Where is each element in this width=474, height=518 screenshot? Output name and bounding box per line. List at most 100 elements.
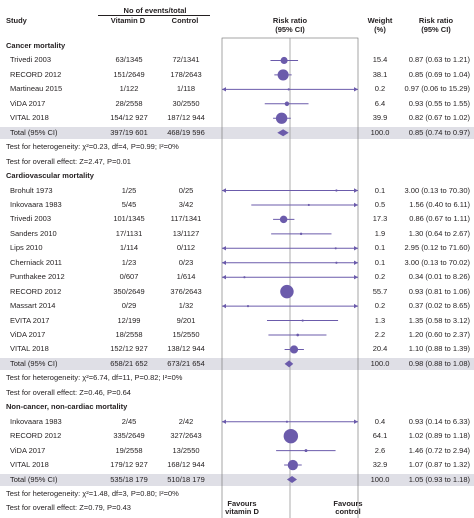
ci-arrow-left — [222, 246, 226, 251]
point-estimate — [246, 305, 250, 308]
table-row: Inkovaara 1983 2/45 2/42 0.4 0.93 (0.14 to 6… — [0, 416, 474, 428]
test-note: Test for heterogeneity: χ²=0.23, df=4, P… — [0, 141, 474, 153]
control-events: 1/614 — [176, 272, 196, 282]
ci-arrow-right — [354, 202, 358, 208]
table-row: EVITA 2017 12/199 9/201 1.3 1.35 (0.58 to 3.… — [0, 315, 474, 327]
study-name: ViDA 2017 — [10, 98, 46, 108]
table-row: Inkovaara 1983 5/45 3/42 0.5 1.56 (0.40 to 6… — [0, 199, 474, 211]
note-label: Test for heterogeneity: χ²=0.23, df=4, P… — [6, 142, 179, 152]
point-estimate — [307, 203, 310, 207]
study-name: Total (95% CI) — [10, 127, 58, 137]
favours-control-label: Favours control — [333, 499, 363, 516]
table-row: Lips 2010 1/114 0/112 0.1 2.95 (0.12 to 71.6… — [0, 242, 474, 254]
table-row: ViDA 2017 19/2558 13/2550 2.6 1.46 (0.72 to … — [0, 445, 474, 457]
table-row: Punthakee 2012 0/607 1/614 0.2 0.34 (0.01 to… — [0, 271, 474, 283]
header-events: No of events/total — [123, 6, 187, 15]
favours-vitamin-d-label: Favours vitamin D — [225, 499, 259, 516]
control-events: 13/2550 — [172, 445, 200, 455]
vitamin-d-events: 154/12 927 — [110, 113, 148, 123]
table-row: Cherniack 2011 1/23 0/23 0.1 3.00 (0.13 to 7… — [0, 257, 474, 269]
vitamin-d-events: 19/2558 — [115, 445, 143, 455]
vitamin-d-events: 17/1131 — [115, 228, 143, 238]
risk-ratio-text: 0.87 (0.63 to 1.21) — [408, 55, 470, 65]
point-estimate — [301, 319, 304, 322]
risk-ratio-text: 1.02 (0.89 to 1.18) — [408, 431, 470, 441]
weight-value: 20.4 — [372, 344, 388, 354]
ci-arrow-right — [354, 87, 358, 92]
ci-arrow-left — [222, 260, 226, 265]
header-control: Control — [171, 16, 199, 25]
test-note: Test for overall effect: Z=0.79, P=0.43 — [0, 502, 474, 514]
table-row: Massart 2014 0/29 1/32 0.2 0.37 (0.02 to 8.6… — [0, 300, 474, 312]
risk-ratio-text: 0.34 (0.01 to 8.26) — [408, 272, 470, 282]
note-label: Test for overall effect: Z=2.47, P=0.01 — [6, 156, 131, 166]
weight-value: 39.9 — [372, 113, 388, 123]
ci-arrow-left — [222, 303, 226, 309]
weight-value: 0.2 — [374, 272, 386, 282]
point-estimate — [280, 284, 294, 299]
point-estimate — [335, 189, 338, 192]
ci-arrow-right — [354, 188, 358, 193]
total-row: Total (95% CI) 535/18 179 510/18 179 100.0 1… — [0, 474, 474, 486]
study-name: Total (95% CI) — [10, 474, 58, 484]
risk-ratio-text: 1.35 (0.58 to 3.12) — [408, 315, 470, 325]
note-label: Test for heterogeneity: χ²=6.74, df=11, … — [6, 373, 183, 383]
header-weight-pct: (%) — [374, 25, 386, 34]
study-name: Punthakee 2012 — [10, 272, 65, 282]
header-weight: Weight — [367, 16, 393, 25]
note-label: Test for overall effect: Z=0.46, P=0.64 — [6, 387, 131, 397]
weight-value: 1.3 — [374, 315, 386, 325]
control-events: 1/118 — [176, 84, 196, 94]
vitamin-d-events: 0/607 — [119, 272, 139, 282]
table-row: ViDA 2017 18/2558 15/2550 2.2 1.20 (0.60 to … — [0, 329, 474, 341]
control-events: 376/2643 — [170, 286, 202, 296]
test-note: Test for overall effect: Z=0.46, P=0.64 — [0, 387, 474, 399]
risk-ratio-text: 0.93 (0.14 to 6.33) — [408, 416, 470, 426]
weight-value: 6.4 — [374, 98, 386, 108]
study-name: ViDA 2017 — [10, 330, 46, 339]
study-name: EVITA 2017 — [10, 315, 50, 325]
point-estimate — [283, 428, 299, 444]
control-events: 13/1127 — [172, 228, 200, 238]
weight-value: 0.1 — [374, 185, 386, 195]
point-estimate — [243, 276, 246, 279]
point-estimate — [285, 420, 289, 423]
table-row: VITAL 2018 154/12 927 187/12 944 39.9 0.82 (… — [0, 112, 474, 124]
vitamin-d-events: 397/19 601 — [110, 127, 148, 137]
weight-value: 2.6 — [374, 445, 386, 455]
study-name: RECORD 2012 — [10, 69, 62, 79]
vitamin-d-events: 18/2558 — [115, 330, 143, 339]
vitamin-d-events: 0/29 — [121, 301, 137, 311]
vitamin-d-events: 1/114 — [119, 243, 139, 253]
vitamin-d-events: 63/1345 — [115, 55, 143, 65]
section-label: Cancer mortality — [6, 41, 66, 50]
weight-value: 64.1 — [372, 431, 388, 441]
control-events: 178/2643 — [170, 69, 202, 79]
table-row: RECORD 2012 151/2649 178/2643 38.1 0.85 (0.6… — [0, 69, 474, 81]
study-name: Inkovaara 1983 — [10, 199, 62, 209]
section-heading: Cancer mortality — [0, 40, 474, 52]
weight-value: 100.0 — [370, 127, 390, 137]
total-row: Total (95% CI) 658/21 652 673/21 654 100.0 0… — [0, 358, 474, 370]
ci-arrow-left — [222, 275, 226, 280]
study-name: VITAL 2018 — [10, 344, 49, 354]
vitamin-d-events: 350/2649 — [113, 286, 145, 296]
risk-ratio-text: 1.30 (0.64 to 2.67) — [408, 228, 470, 238]
table-row: Sanders 2010 17/1131 13/1127 1.9 1.30 (0.64 … — [0, 228, 474, 240]
control-events: 1/32 — [178, 301, 194, 311]
header-risk-ratio-right: Risk ratio — [418, 16, 454, 25]
weight-value: 0.1 — [374, 243, 386, 253]
weight-value: 100.0 — [370, 474, 390, 484]
control-events: 9/201 — [176, 315, 196, 325]
pooled-estimate-diamond — [277, 129, 289, 137]
control-events: 2/42 — [178, 416, 194, 426]
vitamin-d-events: 1/25 — [121, 185, 137, 195]
weight-value: 32.9 — [372, 460, 388, 470]
weight-value: 100.0 — [370, 358, 390, 368]
ci-arrow-right — [354, 303, 358, 309]
table-row: Martineau 2015 1/122 1/118 0.2 0.97 (0.06 to… — [0, 83, 474, 95]
control-events: 187/12 944 — [167, 113, 205, 123]
table-row: VITAL 2018 179/12 927 168/12 944 32.9 1.07 (… — [0, 459, 474, 471]
risk-ratio-text: 0.82 (0.67 to 1.02) — [408, 113, 470, 123]
